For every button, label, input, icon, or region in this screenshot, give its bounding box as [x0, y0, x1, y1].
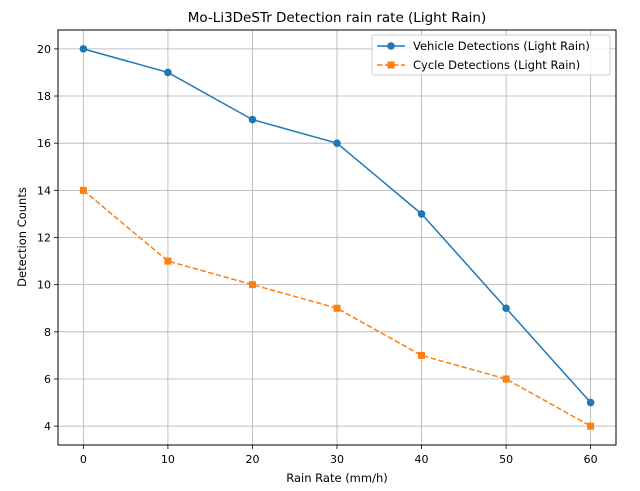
grid: [58, 30, 616, 445]
y-tick-label: 8: [44, 326, 51, 339]
vehicle-data-point: [164, 68, 172, 77]
legend-cycle-marker: [387, 61, 395, 69]
x-tick-label: 40: [415, 453, 429, 466]
legend: Vehicle Detections (Light Rain) Cycle Det…: [371, 34, 611, 76]
y-axis-label: Detection Counts: [15, 187, 29, 287]
y-tick-label: 4: [44, 420, 51, 433]
x-tick-label: 0: [80, 453, 87, 466]
legend-vehicle-marker: [387, 42, 395, 50]
y-tick-label: 16: [37, 137, 51, 150]
y-tick-label: 14: [37, 184, 51, 197]
cycle-data-point: [587, 422, 595, 430]
y-tick-label: 12: [37, 232, 51, 245]
y-tick-label: 10: [37, 279, 51, 292]
vehicle-data-point: [502, 304, 510, 313]
cycle-data-point: [502, 375, 510, 383]
legend-vehicle-label: Vehicle Detections (Light Rain): [413, 39, 590, 53]
legend-box: [371, 34, 611, 76]
x-tick-label: 50: [499, 453, 513, 466]
y-tick-label: 6: [44, 373, 51, 386]
y-axis-ticks: 4 6 8 10 12 14 16 18 20: [37, 43, 58, 433]
x-axis-label: Rain Rate (mm/h): [286, 471, 388, 485]
vehicle-data-point: [79, 45, 88, 53]
vehicle-data-point: [417, 210, 426, 218]
vehicle-data-point: [586, 398, 595, 407]
x-tick-label: 60: [584, 453, 598, 466]
cycle-data-point: [418, 351, 426, 359]
vehicle-data-point: [333, 139, 341, 147]
cycle-data-point: [248, 281, 256, 289]
x-tick-label: 10: [161, 453, 175, 466]
vehicle-data-point: [248, 115, 257, 124]
cycle-data-point: [333, 304, 341, 312]
series-layer: [79, 45, 595, 430]
x-axis-ticks: 0 10 20 30 40 50 60: [80, 445, 598, 466]
y-tick-label: 20: [37, 43, 51, 56]
legend-cycle-label: Cycle Detections (Light Rain): [413, 58, 580, 72]
cycle-data-point: [79, 186, 87, 194]
x-tick-label: 30: [330, 453, 344, 466]
x-tick-label: 20: [245, 453, 259, 466]
cycle-data-point: [164, 257, 172, 265]
chart-title: Mo-Li3DeSTr Detection rain rate (Light R…: [188, 10, 486, 26]
y-tick-label: 18: [37, 90, 51, 103]
